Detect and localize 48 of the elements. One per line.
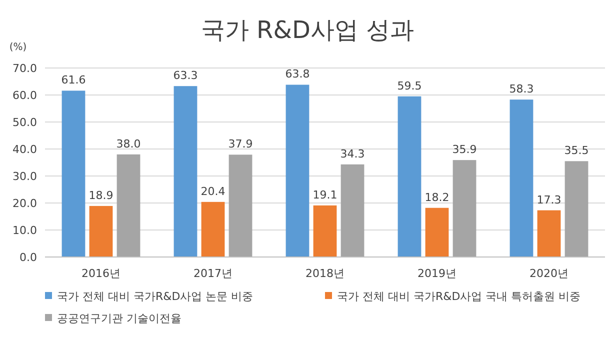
data-label: 20.4 xyxy=(200,184,226,198)
bar xyxy=(452,160,476,257)
data-label: 63.3 xyxy=(173,69,198,82)
data-label: 18.2 xyxy=(424,190,450,204)
y-tick-label: 30.0 xyxy=(12,170,37,183)
data-label: 17.3 xyxy=(536,193,562,206)
x-tick-label: 2019년 xyxy=(418,267,456,280)
bar xyxy=(89,206,113,257)
data-label: 34.3 xyxy=(340,147,365,160)
y-tick-label: 70.0 xyxy=(12,62,37,75)
x-tick-label: 2018년 xyxy=(306,267,344,280)
legend-label: 공공연구기관 기술이전율 xyxy=(57,312,182,325)
bar xyxy=(174,86,198,257)
data-label: 35.9 xyxy=(452,143,477,156)
data-label: 59.5 xyxy=(397,79,422,92)
bar xyxy=(398,96,422,257)
bar xyxy=(510,100,534,257)
chart-title: 국가 R&D사업 성과 xyxy=(200,16,414,44)
y-tick-label: 50.0 xyxy=(12,116,37,129)
data-label: 37.9 xyxy=(228,138,253,151)
y-tick-label: 60.0 xyxy=(12,88,37,102)
bar xyxy=(116,154,140,257)
x-tick-label: 2017년 xyxy=(194,267,232,280)
y-tick-label: 40.0 xyxy=(12,142,37,156)
y-tick-label: 0.0 xyxy=(20,250,37,264)
data-label: 18.9 xyxy=(88,188,114,202)
bar xyxy=(537,210,561,257)
bar xyxy=(313,205,337,257)
bar xyxy=(425,208,449,257)
y-tick-label: 20.0 xyxy=(12,196,37,210)
bar xyxy=(286,84,310,257)
bar xyxy=(201,202,225,257)
x-tick-label: 2016년 xyxy=(82,267,120,280)
bar xyxy=(340,164,364,257)
legend-label: 국가 전체 대비 국가R&D사업 논문 비중 xyxy=(57,290,254,303)
data-label: 19.1 xyxy=(312,188,338,202)
data-label: 38.0 xyxy=(116,137,141,150)
x-tick-label: 2020년 xyxy=(530,267,568,280)
y-tick-label: 10.0 xyxy=(12,224,37,237)
legend-label: 국가 전체 대비 국가R&D사업 국내 특허출원 비중 xyxy=(337,290,581,303)
bar xyxy=(228,154,252,257)
y-axis-title: (%) xyxy=(9,42,27,53)
data-label: 58.3 xyxy=(509,82,534,96)
bar xyxy=(564,161,588,257)
bar xyxy=(62,90,86,257)
data-label: 61.6 xyxy=(61,74,86,87)
data-label: 35.5 xyxy=(564,144,589,158)
data-label: 63.8 xyxy=(285,68,310,81)
